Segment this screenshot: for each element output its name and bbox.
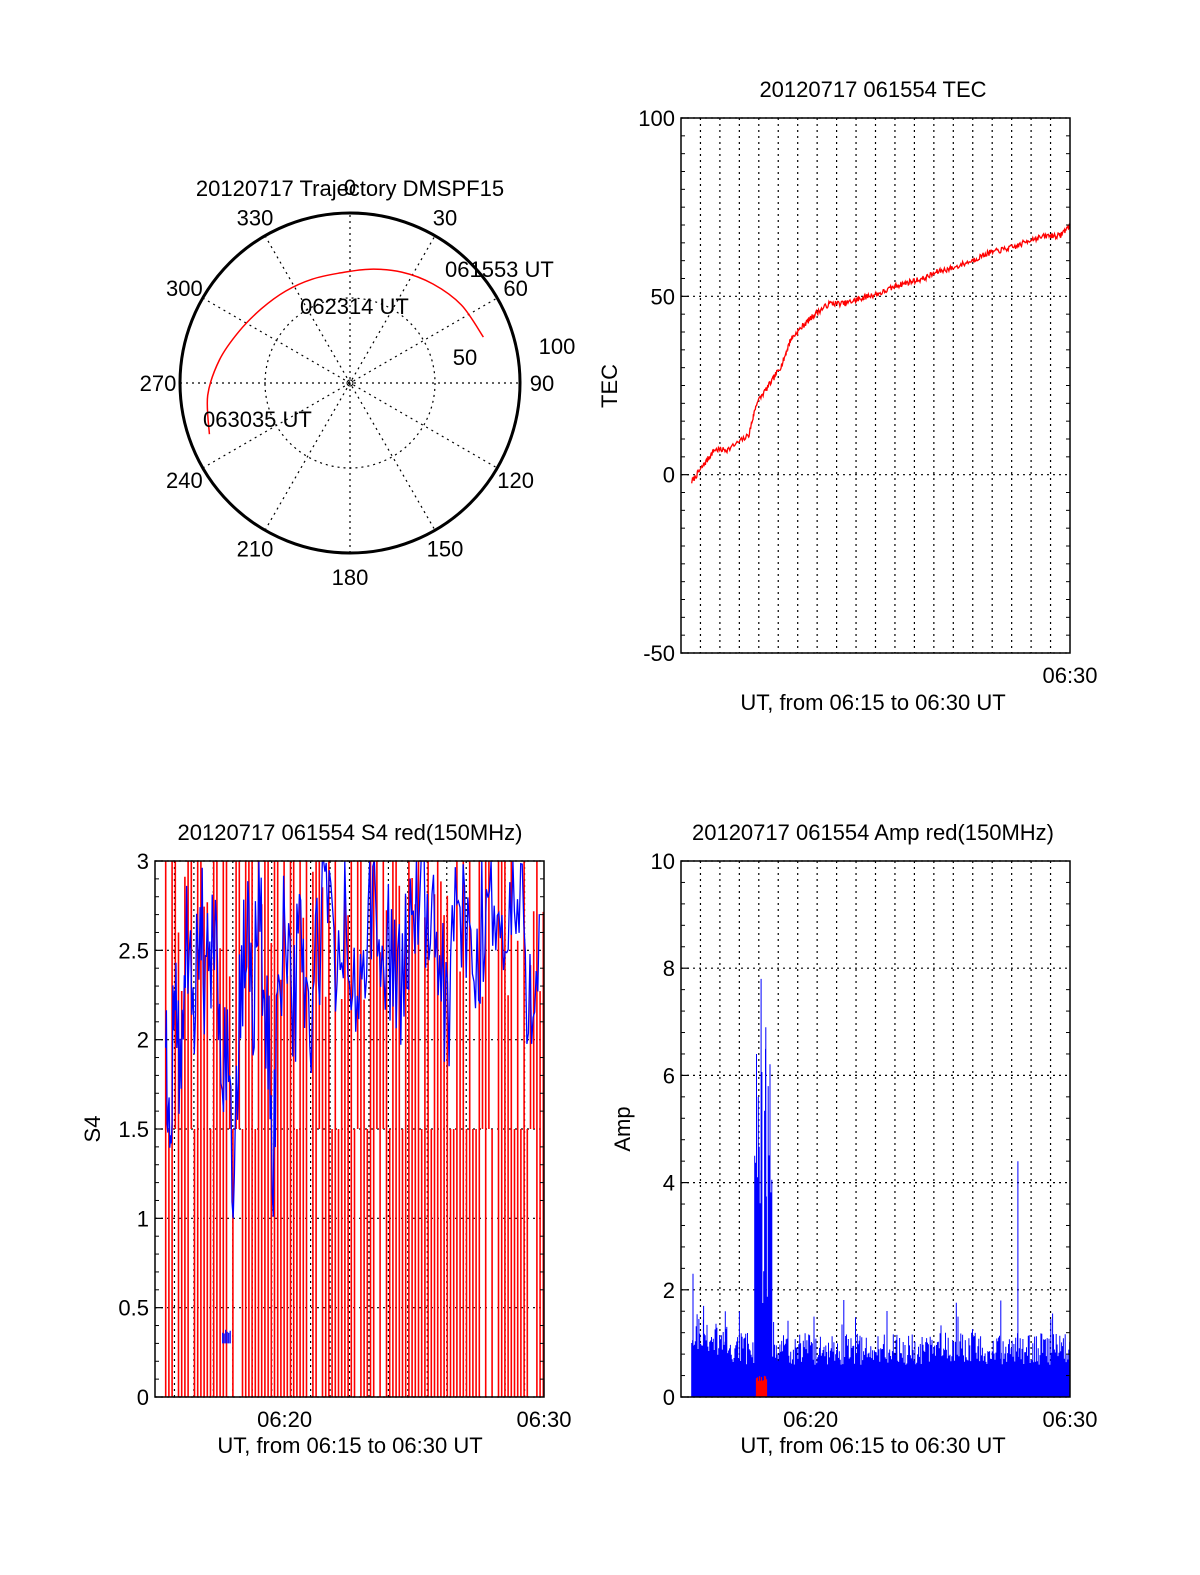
amp-red-series bbox=[755, 1375, 768, 1397]
s4-x-ticks: 06:20 06:30 bbox=[257, 1407, 571, 1432]
polar-angle-label: 300 bbox=[166, 276, 203, 301]
tec-grid bbox=[681, 117, 1070, 654]
s4-title: 20120717 061554 S4 red(150MHz) bbox=[178, 820, 523, 845]
amp-frame bbox=[680, 860, 1071, 1398]
amp-blue-series bbox=[691, 978, 1071, 1397]
s4-xtick-label: 06:30 bbox=[516, 1407, 571, 1432]
amp-ytick-label: 8 bbox=[663, 956, 675, 981]
s4-y-ticks: 0 0.5 1 1.5 2 2.5 3 bbox=[118, 849, 544, 1410]
amp-title: 20120717 061554 Amp red(150MHz) bbox=[692, 820, 1054, 845]
polar-angle-label: 240 bbox=[166, 468, 203, 493]
polar-inner-ring bbox=[264, 297, 436, 469]
s4-blue-series bbox=[165, 860, 540, 1219]
tec-ytick-label: 50 bbox=[651, 284, 675, 309]
s4-blue-cluster bbox=[222, 1329, 231, 1344]
tec-ytick-label: 100 bbox=[638, 106, 675, 131]
amp-xlabel: UT, from 06:15 to 06:30 UT bbox=[740, 1433, 1005, 1458]
amp-ytick-label: 0 bbox=[663, 1385, 675, 1410]
amp-y-ticks: 0 2 4 6 8 10 bbox=[651, 849, 1070, 1410]
tec-line bbox=[691, 223, 1071, 484]
polar-angle-label: 270 bbox=[140, 371, 177, 396]
s4-ytick-label: 3 bbox=[137, 849, 149, 874]
amp-panel: 20120717 061554 Amp red(150MHz) 0246810 … bbox=[610, 820, 1098, 1458]
amp-ytick-label: 2 bbox=[663, 1278, 675, 1303]
s4-series bbox=[164, 860, 545, 1397]
polar-time-label-start: 061553 UT bbox=[445, 257, 554, 282]
polar-trajectory-line bbox=[206, 268, 485, 435]
polar-angle-label: 180 bbox=[332, 565, 369, 590]
polar-grid bbox=[180, 213, 520, 553]
s4-xlabel: UT, from 06:15 to 06:30 UT bbox=[217, 1433, 482, 1458]
tec-ytick-label: -50 bbox=[643, 641, 675, 666]
tec-ylabel: TEC bbox=[597, 364, 622, 408]
tec-series bbox=[691, 223, 1071, 484]
amp-xtick-label: 06:30 bbox=[1042, 1407, 1097, 1432]
s4-ytick-label: 2 bbox=[137, 1028, 149, 1053]
tec-ytick-label: 0 bbox=[663, 463, 675, 488]
amp-ytick-label: 6 bbox=[663, 1063, 675, 1088]
amp-x-ticks: 06:20 06:30 bbox=[783, 1407, 1097, 1432]
s4-ytick-label: 2.5 bbox=[118, 938, 149, 963]
polar-angle-label: 30 bbox=[433, 205, 457, 230]
s4-panel: 20120717 061554 S4 red(150MHz) 0 0.5 1 1.5 2… bbox=[80, 820, 572, 1458]
s4-ytick-label: 0 bbox=[137, 1385, 149, 1410]
s4-ytick-label: 0.5 bbox=[118, 1296, 149, 1321]
amp-series bbox=[691, 978, 1071, 1397]
tec-x-ticks: 06:30 bbox=[1042, 663, 1097, 688]
tec-y-ticks: -50 0 50 100 bbox=[638, 106, 1070, 666]
amp-ytick-label: 10 bbox=[651, 849, 675, 874]
polar-angle-labels: 0 30 60 90 120 150 180 210 240 270 300 330 bbox=[140, 175, 555, 590]
polar-center bbox=[346, 379, 354, 387]
amp-xtick-label: 06:20 bbox=[783, 1407, 838, 1432]
polar-time-label-mid: 062314 UT bbox=[300, 294, 409, 319]
s4-ytick-label: 1.5 bbox=[118, 1117, 149, 1142]
polar-radial-label-50: 50 bbox=[453, 345, 477, 370]
tec-xtick-label: 06:30 bbox=[1042, 663, 1097, 688]
polar-angle-label: 150 bbox=[427, 537, 464, 562]
polar-panel: 20120717 Trajectory DMSPF15 0 30 60 90 120 15… bbox=[140, 175, 576, 590]
s4-ylabel: S4 bbox=[80, 1116, 105, 1143]
polar-angle-label: 330 bbox=[237, 205, 274, 230]
s4-xtick-label: 06:20 bbox=[257, 1407, 312, 1432]
polar-angle-label: 120 bbox=[497, 468, 534, 493]
polar-radial-label-100: 100 bbox=[539, 334, 576, 359]
polar-angle-label: 210 bbox=[237, 537, 274, 562]
polar-time-label-end: 063035 UT bbox=[203, 407, 312, 432]
polar-angle-label: 0 bbox=[344, 175, 356, 200]
tec-frame bbox=[680, 117, 1071, 654]
polar-title: 20120717 Trajectory DMSPF15 bbox=[196, 176, 504, 201]
polar-angle-label: 90 bbox=[530, 371, 554, 396]
amp-ylabel: Amp bbox=[610, 1106, 635, 1151]
polar-angle-label: 60 bbox=[503, 276, 527, 301]
tec-xlabel: UT, from 06:15 to 06:30 UT bbox=[740, 690, 1005, 715]
s4-ytick-label: 1 bbox=[137, 1206, 149, 1231]
tec-title: 20120717 061554 TEC bbox=[759, 77, 986, 102]
amp-ytick-label: 4 bbox=[663, 1171, 675, 1196]
s4-red-series bbox=[164, 861, 545, 1397]
polar-spoke bbox=[264, 235, 436, 531]
polar-outer-ring bbox=[178, 211, 522, 555]
